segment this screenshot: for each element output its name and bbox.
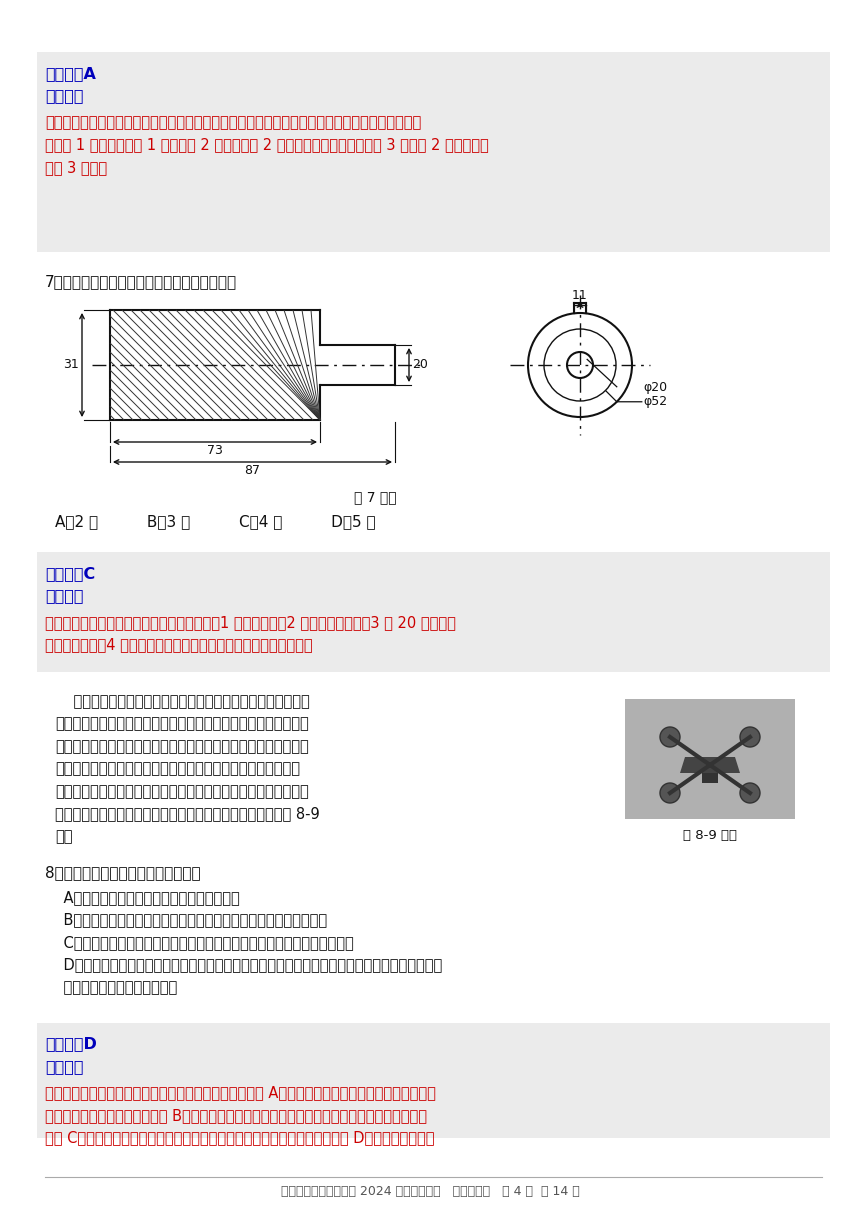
- Text: 7．如图是某零件的视图，图中存在的错误共有: 7．如图是某零件的视图，图中存在的错误共有: [45, 275, 237, 289]
- Text: φ20: φ20: [644, 382, 668, 395]
- Text: 31: 31: [64, 358, 79, 372]
- Text: 第 8-9 题图: 第 8-9 题图: [683, 829, 737, 842]
- Text: φ52: φ52: [644, 395, 668, 408]
- Text: 【解析】: 【解析】: [45, 89, 83, 103]
- Text: 属于系统优化的约束条件；选项 B，考察系统的整体性，部分对整体功能的影响属于整体性范畴；: 属于系统优化的约束条件；选项 B，考察系统的整体性，部分对整体功能的影响属于整体…: [45, 1108, 427, 1123]
- Text: 浙江省新阵地教育联盟 2024 届第二次联考   技术试题卷   第 4 页  共 14 页: 浙江省新阵地教育联盟 2024 届第二次联考 技术试题卷 第 4 页 共 14 …: [280, 1185, 580, 1198]
- Text: D．在无人机机翼材料选择时，既要高强度、高韧性，又要具有高模量、低翘曲、高流动的特性，: D．在无人机机翼材料选择时，既要高强度、高韧性，又要具有高模量、低翘曲、高流动的…: [45, 957, 442, 972]
- Text: 在尺寸线左侧；4 处尺寸线的箭头应该抵到最里面小圆的外边延处。: 在尺寸线左侧；4 处尺寸线的箭头应该抵到最里面小圆的外边延处。: [45, 638, 313, 652]
- Text: 【解析】: 【解析】: [45, 1059, 83, 1074]
- Text: A．2 处          B．3 处          C．4 处          D．5 处: A．2 处 B．3 处 C．4 处 D．5 处: [55, 514, 376, 529]
- Text: 【答案】D: 【答案】D: [45, 1036, 97, 1051]
- Text: 8．关于无人机，以下说法不正确的是: 8．关于无人机，以下说法不正确的是: [45, 865, 200, 881]
- Circle shape: [660, 782, 680, 803]
- Text: C．随着使用时间的增长，电池的蓄电能力有所下降，体现了系统的动态性: C．随着使用时间的增长，电池的蓄电能力有所下降，体现了系统的动态性: [45, 936, 353, 950]
- Text: 本题考查图样分析。图样中主视图为剖视图，1 处应为实线；2 处应该标注直径；3 处 20 应该标注: 本题考查图样分析。图样中主视图为剖视图，1 处应为实线；2 处应该标注直径；3 …: [45, 615, 456, 631]
- Text: 精准悬停子系统工作原理：当无人机受到外界气流影响，检测装置: 精准悬停子系统工作原理：当无人机受到外界气流影响，检测装置: [55, 717, 309, 731]
- Text: 连杆 3 受拉；: 连杆 3 受拉；: [45, 160, 108, 175]
- Text: A．气流的变化是无人机系统优化的约束条件: A．气流的变化是无人机系统优化的约束条件: [45, 891, 240, 905]
- Text: 无人机可以实现精准悬停、自动避障、自动返航等功能。其中: 无人机可以实现精准悬停、自动避障、自动返航等功能。其中: [55, 694, 310, 710]
- Text: 体现了系统分析的整体性原则: 体现了系统分析的整体性原则: [45, 981, 177, 995]
- Circle shape: [740, 782, 760, 803]
- Text: B．检测装置的精度影响着无人机悬停的效果，体现了系统的整体性: B．检测装置的精度影响着无人机悬停的效果，体现了系统的整体性: [45, 912, 327, 927]
- Text: 11: 11: [572, 289, 588, 303]
- Text: 选项 C，系统的要素老化，系统的功能也随之变弱，属于系统的动态性；选项 D，系统分析的整体: 选项 C，系统的要素老化，系统的功能也随之变弱，属于系统的动态性；选项 D，系统…: [45, 1130, 434, 1146]
- Text: 73: 73: [207, 443, 223, 457]
- Bar: [702, 773, 718, 782]
- Text: 20: 20: [412, 358, 428, 372]
- Text: 87: 87: [244, 464, 261, 477]
- Circle shape: [660, 727, 680, 747]
- Text: 【答案】A: 【答案】A: [45, 66, 95, 81]
- Circle shape: [740, 727, 760, 747]
- Text: 本题考查系统的特性、系统优化及系统分析的原则。选项 A，气流的变化属于不可人为调节的因素，: 本题考查系统的特性、系统优化及系统分析的原则。选项 A，气流的变化属于不可人为调…: [45, 1085, 436, 1101]
- Text: 【答案】C: 【答案】C: [45, 566, 95, 581]
- Text: 进行反方向运动补偿，使无人机功态达到预设值；低电量自动返: 进行反方向运动补偿，使无人机功态达到预设值；低电量自动返: [55, 762, 300, 776]
- Bar: [625, 699, 795, 819]
- Bar: [37, 1023, 830, 1137]
- Polygon shape: [680, 757, 740, 773]
- Bar: [37, 52, 830, 252]
- Text: 检测到机身有升高或者降低的趋势时，控制单元就调节马达的功率: 检测到机身有升高或者降低的趋势时，控制单元就调节马达的功率: [55, 739, 309, 755]
- Text: 的连杆 1 受弯曲，连杆 1 推动连杆 2 运动，连杆 2 受压，在图示位置时，连杆 3 被连杆 2 推着转动，: 的连杆 1 受弯曲，连杆 1 推动连杆 2 运动，连杆 2 受压，在图示位置时，…: [45, 137, 488, 153]
- Bar: [37, 552, 830, 672]
- Text: 航子系统工作原理：系统会在检测到电池剩余电量低于设定电量时: 航子系统工作原理：系统会在检测到电池剩余电量低于设定电量时: [55, 784, 309, 799]
- Text: 【解析】: 【解析】: [45, 588, 83, 604]
- Text: 本题考查结构中构件的受力形式。该连杆机构中，电机顺时针转动到图示位置时，与电机轴刚连接: 本题考查结构中构件的受力形式。该连杆机构中，电机顺时针转动到图示位置时，与电机轴…: [45, 115, 421, 130]
- Text: 第 7 题图: 第 7 题图: [353, 490, 396, 504]
- Text: 题。: 题。: [55, 829, 72, 844]
- Text: 进行自动返航，防止无人机没电坠落造成事故。根据描述完成 8-9: 进行自动返航，防止无人机没电坠落造成事故。根据描述完成 8-9: [55, 807, 320, 821]
